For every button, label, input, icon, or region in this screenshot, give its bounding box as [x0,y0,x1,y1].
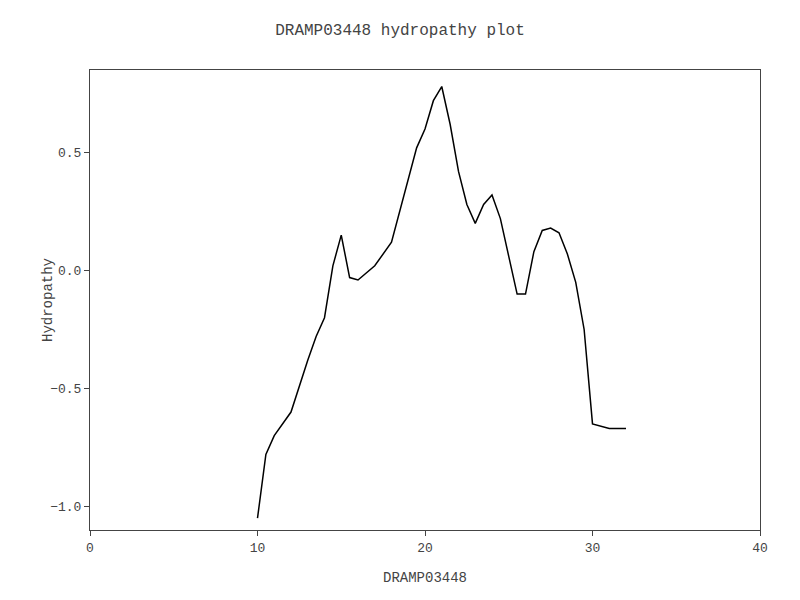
svg-text:DRAMP03448 hydropathy plot: DRAMP03448 hydropathy plot [275,22,525,40]
svg-text:DRAMP03448: DRAMP03448 [383,570,467,586]
svg-text:0: 0 [86,541,94,556]
svg-text:30: 30 [585,541,601,556]
svg-text:40: 40 [752,541,768,556]
svg-text:Hydropathy: Hydropathy [40,258,56,342]
svg-text:−0.5: −0.5 [50,382,81,397]
svg-text:10: 10 [250,541,266,556]
svg-text:20: 20 [417,541,433,556]
svg-text:−1.0: −1.0 [50,500,81,515]
svg-text:0.5: 0.5 [58,146,81,161]
svg-text:0.0: 0.0 [58,264,81,279]
